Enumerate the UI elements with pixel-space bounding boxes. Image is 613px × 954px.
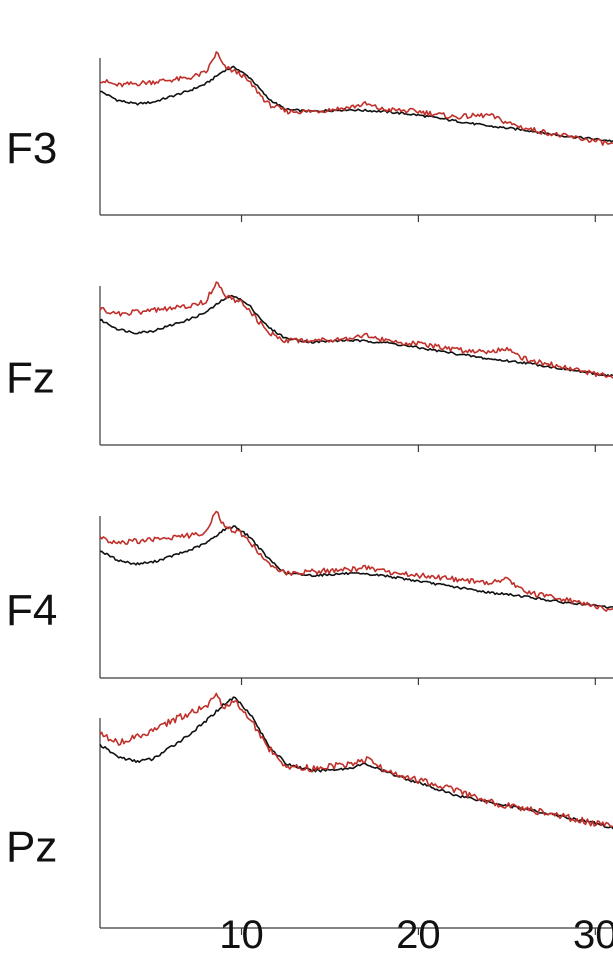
black-trace-f3 [99,65,613,143]
channel-label-pz: Pz [6,822,57,871]
red-trace-f3 [99,51,613,146]
channel-label-fz: Fz [6,354,55,403]
channel-label-f3: F3 [6,124,57,173]
black-trace-fz [99,294,613,378]
panels-layer: F3 Fz F4 Pz [6,51,613,935]
x-tick-label-20: 20 [396,913,441,954]
black-trace-pz [99,696,613,830]
x-axis-tick-labels: 10 20 30 [219,913,613,954]
panel-f4: F4 [6,510,613,685]
red-trace-pz [99,692,613,828]
x-tick-label-30: 30 [573,913,613,954]
black-trace-f4 [99,525,613,609]
red-trace-fz [99,281,613,379]
panel-f3: F3 [6,51,613,222]
panel-fz: Fz [6,281,613,452]
x-tick-label-10: 10 [219,913,264,954]
channel-label-f4: F4 [6,586,57,635]
panel-pz: Pz [6,692,613,935]
red-trace-f4 [99,510,613,612]
